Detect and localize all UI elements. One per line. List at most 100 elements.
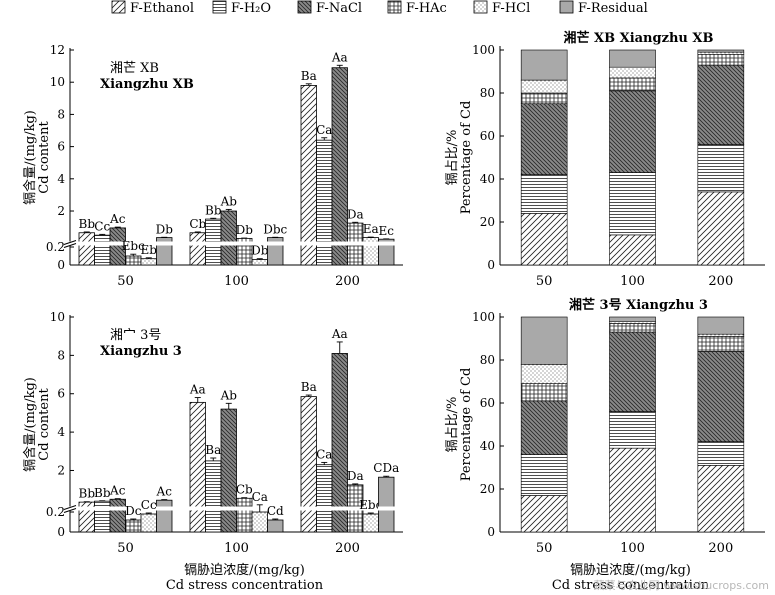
panel-a-y-tick-label: 2 bbox=[57, 204, 65, 218]
panel-c-bar-4-50 bbox=[125, 519, 142, 533]
panel-b-segment-3-50 bbox=[520, 103, 568, 175]
panel-a-axis-break-gap bbox=[64, 241, 76, 246]
panel-c-bar-break-4-200 bbox=[347, 506, 364, 511]
panel-b-y-label-en: Percentage of Cd bbox=[459, 101, 474, 215]
panel-c-x-tick-label: 200 bbox=[335, 541, 360, 556]
panel-c-bar-label: Bb bbox=[94, 486, 111, 500]
panel-c-bar-3-50 bbox=[109, 498, 126, 533]
panel-c-bar-label: Ca bbox=[252, 490, 268, 504]
panel-d-y-label-cn: 镉占比/% bbox=[444, 397, 460, 453]
panel-c-bar-label: Aa bbox=[331, 327, 348, 341]
panel-d-segment-6-50 bbox=[520, 316, 568, 365]
panel-c-bar-label: Da bbox=[347, 469, 364, 483]
panel-b-segment-6-50 bbox=[520, 49, 568, 81]
panel-a-bar-label: Ab bbox=[220, 194, 238, 208]
panel-c-bar-label: Cb bbox=[236, 483, 253, 497]
panel-c-bar-2-100 bbox=[205, 460, 222, 533]
panel-d-y-tick-label: 60 bbox=[480, 396, 495, 410]
legend-label-3: F-NaCl bbox=[316, 1, 362, 16]
panel-a-bar-break-6-200 bbox=[378, 241, 395, 246]
panel-b-x-tick-label: 200 bbox=[708, 274, 733, 289]
panel-a-bar-break-3-200 bbox=[331, 241, 348, 246]
panel-c-bar-6-100 bbox=[267, 519, 284, 533]
panel-d-segment-1-50 bbox=[520, 495, 568, 533]
panel-c-bar-4-100 bbox=[236, 497, 253, 533]
panel-b-segment-1-200 bbox=[697, 191, 745, 266]
panel-c-y-tick-label: 6 bbox=[57, 387, 65, 401]
panel-c-bar-label: Ba bbox=[301, 380, 317, 394]
panel-b-y-tick-label: 20 bbox=[480, 215, 495, 229]
panel-d-segment-3-200 bbox=[697, 351, 745, 442]
panel-d-segment-1-200 bbox=[697, 465, 745, 533]
legend-label-6: F-Residual bbox=[578, 1, 648, 16]
watermark-text: 蔬菜与农业网 www.shucrops.com bbox=[593, 579, 769, 592]
panel-d-x-label-en: Cd stress concentration bbox=[552, 578, 710, 593]
panel-a-bar-label: Da bbox=[347, 207, 364, 221]
panel-a-bar-1-50 bbox=[78, 232, 95, 266]
panel-d-y-tick-label: 0 bbox=[487, 525, 495, 539]
panel-c-bar-label: Ba bbox=[205, 443, 221, 457]
panel-a-y-label-en: Cd content bbox=[37, 121, 52, 194]
panel-c-bar-6-50 bbox=[156, 499, 173, 533]
panel-d-segment-2-100 bbox=[609, 411, 656, 449]
panel-d-title: 湘芒 3号 Xiangzhu 3 bbox=[569, 297, 708, 313]
panel-a-bar-break-1-200 bbox=[300, 241, 317, 246]
panel-b-y-tick-label: 80 bbox=[480, 86, 495, 100]
panel-b-y-tick-label: 40 bbox=[480, 172, 495, 186]
legend-swatch-5 bbox=[473, 0, 488, 14]
panel-d-y-tick-label: 100 bbox=[472, 310, 495, 324]
legend-swatch-4 bbox=[387, 0, 402, 14]
panel-b-x-tick-label: 100 bbox=[620, 274, 645, 289]
panel-a-x-tick-label: 50 bbox=[117, 274, 134, 289]
panel-c-bar-break-3-100 bbox=[220, 506, 237, 511]
panel-c-bar-label: Ebc bbox=[359, 498, 382, 512]
panel-a-y-tick-label: 6 bbox=[57, 140, 65, 154]
panel-c-bar-break-1-100 bbox=[189, 506, 206, 511]
panel-a-bar-5-50 bbox=[140, 258, 157, 266]
panel-c-y-label-cn: 镉含量/(mg/kg) bbox=[22, 377, 38, 472]
panel-d-y-tick-label: 20 bbox=[480, 482, 495, 496]
panel-c-y-tick-label: 2 bbox=[57, 463, 65, 477]
panel-a-bar-label: Db bbox=[236, 223, 254, 237]
panel-c-bar-break-1-50 bbox=[78, 506, 95, 511]
panel-b-y-tick-label: 0 bbox=[487, 258, 495, 272]
panel-b-segment-4-200 bbox=[697, 53, 745, 66]
panel-b-segment-6-200 bbox=[697, 49, 745, 53]
panel-c-y-tick-label: 4 bbox=[57, 425, 65, 439]
panel-a-bar-label: Cb bbox=[189, 217, 206, 231]
legend-swatch-2 bbox=[212, 0, 227, 14]
panel-c-bar-label: Ca bbox=[316, 447, 332, 461]
panel-c-bar-break-4-100 bbox=[236, 506, 253, 511]
panel-d-y-tick-label: 40 bbox=[480, 439, 495, 453]
panel-c-x-tick-label: 50 bbox=[117, 541, 134, 556]
panel-a-bar-label: Ac bbox=[109, 212, 126, 226]
panel-c-y-tick-label: 10 bbox=[50, 310, 65, 324]
panel-c-bar-break-1-200 bbox=[300, 506, 317, 511]
panel-b-segment-6-100 bbox=[609, 49, 656, 68]
panel-c-bar-label: Dc bbox=[125, 504, 142, 518]
panel-a-bar-label: Ca bbox=[316, 123, 332, 137]
panel-b-segment-3-200 bbox=[697, 64, 745, 145]
panel-d-segment-4-200 bbox=[697, 336, 745, 352]
panel-d-segment-2-50 bbox=[520, 454, 568, 496]
panel-b-segment-5-100 bbox=[609, 66, 656, 79]
panel-c-y-label-en: Cd content bbox=[37, 388, 52, 461]
panel-d-segment-3-100 bbox=[609, 331, 656, 412]
panel-a-bar-break-2-200 bbox=[316, 241, 333, 246]
panel-c-bar-3-200 bbox=[331, 353, 348, 533]
panel-a-bar-break-5-200 bbox=[362, 241, 379, 246]
panel-c-bar-label: Ab bbox=[220, 388, 238, 402]
panel-c-xiangzhu-3-content: 10 8 6 4 2 0.2 0 镉含量/(mg/kg) Cd content 湘宀 3号Xian… bbox=[22, 310, 403, 593]
panel-c-bar-2-50 bbox=[94, 500, 111, 533]
panel-a-bar-1-200 bbox=[300, 85, 317, 266]
chart-legend: F-Ethanol F-H₂O F-NaCl F-HAc F-HCl F-Residual bbox=[111, 0, 648, 16]
panel-c-bar-5-50 bbox=[140, 513, 157, 533]
panel-c-bar-break-2-50 bbox=[94, 506, 111, 511]
panel-a-axis-break-mark bbox=[63, 240, 77, 248]
panel-d-segment-2-200 bbox=[697, 441, 745, 466]
panel-a-bar-label: Eb bbox=[141, 243, 158, 257]
panel-c-bar-label: Aa bbox=[189, 383, 206, 397]
panel-b-segment-1-100 bbox=[609, 234, 656, 266]
panel-d-segment-4-50 bbox=[520, 383, 568, 402]
legend-label-5: F-HCl bbox=[492, 1, 530, 16]
